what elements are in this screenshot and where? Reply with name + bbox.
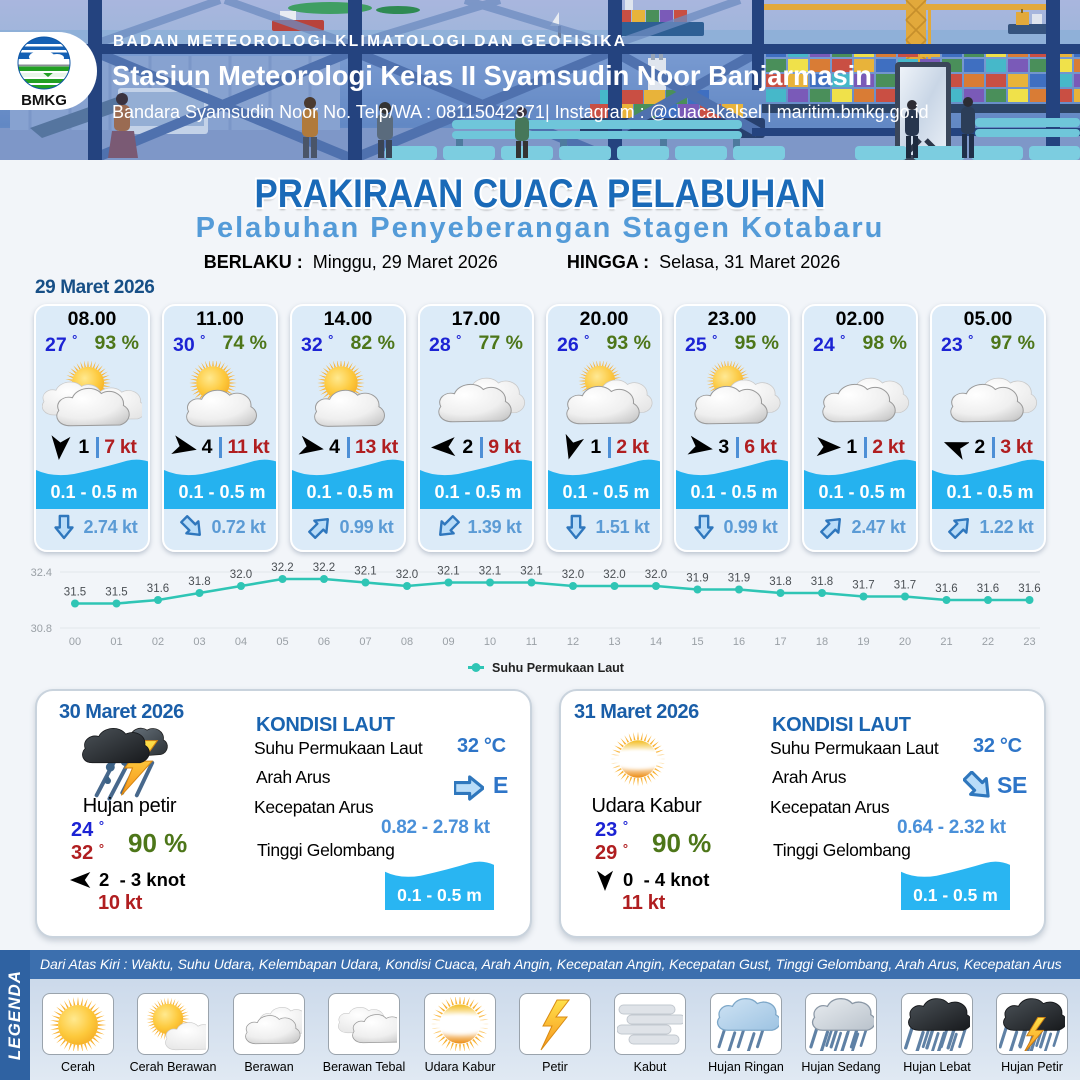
svg-text:32.0: 32.0 (230, 569, 252, 581)
svg-text:18: 18 (816, 636, 828, 648)
svg-text:07: 07 (359, 636, 371, 648)
svg-text:14: 14 (650, 636, 662, 648)
svg-text:BADAN METEOROLOGI KLIMATOLOGI: BADAN METEOROLOGI KLIMATOLOGI DAN GEOFIS… (113, 33, 627, 50)
svg-text:05: 05 (276, 636, 288, 648)
svg-text:32.2: 32.2 (271, 562, 293, 574)
svg-text:31.6: 31.6 (147, 583, 169, 595)
svg-text:23: 23 (1023, 636, 1035, 648)
svg-text:04: 04 (235, 636, 247, 648)
svg-text:Stasiun Meteorologi Kelas II S: Stasiun Meteorologi Kelas II Syamsudin N… (112, 60, 872, 91)
svg-text:32.1: 32.1 (437, 566, 459, 578)
svg-text:15: 15 (691, 636, 703, 648)
svg-text:16: 16 (733, 636, 745, 648)
svg-text:32.4: 32.4 (31, 567, 52, 579)
svg-text:Suhu Permukaan Laut: Suhu Permukaan Laut (492, 661, 625, 675)
svg-text:03: 03 (193, 636, 205, 648)
svg-text:10: 10 (484, 636, 496, 648)
svg-text:32.1: 32.1 (354, 566, 376, 578)
svg-text:31.7: 31.7 (852, 580, 874, 592)
svg-text:31.6: 31.6 (977, 583, 999, 595)
svg-text:06: 06 (318, 636, 330, 648)
svg-text:12: 12 (567, 636, 579, 648)
svg-text:02: 02 (152, 636, 164, 648)
svg-text:09: 09 (442, 636, 454, 648)
svg-text:31.8: 31.8 (188, 576, 210, 588)
svg-text:31.9: 31.9 (686, 573, 708, 585)
svg-text:32.0: 32.0 (396, 569, 418, 581)
svg-text:31.6: 31.6 (1018, 583, 1040, 595)
svg-text:20: 20 (899, 636, 911, 648)
svg-text:31.5: 31.5 (64, 587, 86, 599)
svg-text:21: 21 (940, 636, 952, 648)
svg-text:32.0: 32.0 (562, 569, 584, 581)
svg-text:31.6: 31.6 (935, 583, 957, 595)
svg-text:31.5: 31.5 (105, 587, 127, 599)
svg-text:08: 08 (401, 636, 413, 648)
svg-text:32.0: 32.0 (645, 569, 667, 581)
svg-text:Bandara Syamsudin Noor No. Tel: Bandara Syamsudin Noor No. Telp/WA : 081… (112, 102, 929, 122)
svg-text:32.0: 32.0 (603, 569, 625, 581)
svg-text:31.8: 31.8 (811, 576, 833, 588)
svg-text:31.8: 31.8 (769, 576, 791, 588)
svg-text:00: 00 (69, 636, 81, 648)
svg-text:BMKG: BMKG (21, 92, 67, 109)
svg-text:30.8: 30.8 (31, 623, 52, 635)
svg-text:31.9: 31.9 (728, 573, 750, 585)
svg-text:32.1: 32.1 (479, 566, 501, 578)
svg-text:32.1: 32.1 (520, 566, 542, 578)
svg-text:32.2: 32.2 (313, 562, 335, 574)
svg-text:11: 11 (526, 636, 537, 648)
svg-text:31.7: 31.7 (894, 580, 916, 592)
svg-text:19: 19 (857, 636, 869, 648)
svg-text:17: 17 (774, 636, 786, 648)
svg-text:01: 01 (110, 636, 122, 648)
svg-text:13: 13 (608, 636, 620, 648)
svg-text:22: 22 (982, 636, 994, 648)
